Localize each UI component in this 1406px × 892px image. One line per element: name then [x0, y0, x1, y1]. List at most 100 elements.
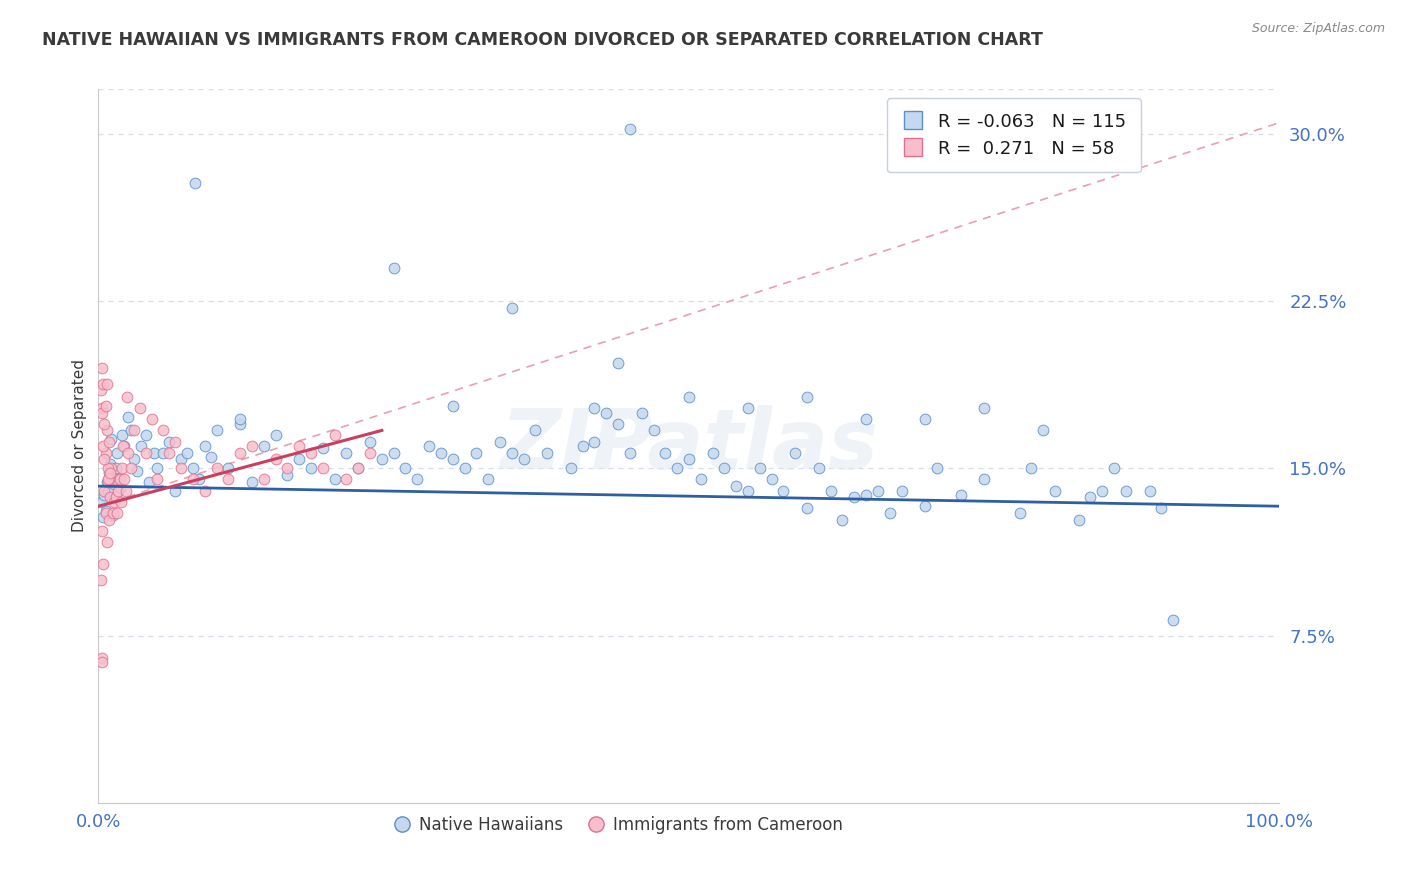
Point	[359, 445, 381, 460]
Point	[725, 479, 748, 493]
Point	[312, 441, 335, 455]
Point	[91, 524, 114, 538]
Point	[100, 432, 122, 446]
Legend: Native Hawaiians, Immigrants from Cameroon: Native Hawaiians, Immigrants from Camero…	[387, 810, 849, 841]
Point	[91, 376, 114, 391]
Point	[571, 439, 593, 453]
Point	[115, 390, 138, 404]
Point	[93, 452, 115, 467]
Point	[128, 401, 150, 416]
Y-axis label: Divorced or Separated: Divorced or Separated	[72, 359, 87, 533]
Point	[1021, 461, 1043, 475]
Point	[607, 417, 630, 431]
Point	[524, 423, 547, 437]
Point	[276, 461, 298, 475]
Point	[117, 445, 139, 460]
Point	[122, 423, 145, 437]
Point	[1080, 490, 1102, 504]
Point	[678, 390, 700, 404]
Point	[264, 452, 287, 467]
Point	[107, 473, 129, 487]
Point	[299, 461, 322, 475]
Point	[103, 494, 125, 508]
Point	[772, 483, 794, 498]
Point	[1102, 461, 1125, 475]
Point	[98, 473, 121, 487]
Point	[253, 439, 276, 453]
Point	[418, 439, 440, 453]
Point	[141, 412, 163, 426]
Point	[1115, 483, 1137, 498]
Point	[114, 483, 136, 498]
Point	[108, 473, 131, 487]
Point	[93, 417, 115, 431]
Point	[312, 461, 335, 475]
Point	[737, 401, 759, 416]
Point	[94, 506, 117, 520]
Point	[98, 434, 121, 449]
Point	[382, 445, 405, 460]
Point	[127, 464, 149, 478]
Point	[98, 490, 121, 504]
Point	[165, 434, 187, 449]
Point	[406, 473, 429, 487]
Point	[105, 506, 128, 520]
Point	[121, 461, 143, 475]
Point	[97, 475, 120, 489]
Point	[105, 445, 128, 460]
Point	[796, 390, 818, 404]
Point	[276, 467, 298, 482]
Point	[117, 409, 139, 424]
Point	[560, 461, 582, 475]
Point	[973, 473, 995, 487]
Point	[90, 573, 112, 587]
Point	[1091, 483, 1114, 498]
Point	[536, 445, 558, 460]
Point	[101, 506, 124, 520]
Point	[583, 401, 606, 416]
Point	[737, 483, 759, 498]
Point	[914, 412, 936, 426]
Point	[1150, 501, 1173, 516]
Point	[890, 483, 912, 498]
Point	[335, 445, 357, 460]
Point	[96, 423, 118, 437]
Point	[152, 423, 174, 437]
Point	[299, 445, 322, 460]
Point	[394, 461, 416, 475]
Point	[108, 482, 131, 496]
Point	[430, 445, 453, 460]
Point	[91, 360, 114, 375]
Text: NATIVE HAWAIIAN VS IMMIGRANTS FROM CAMEROON DIVORCED OR SEPARATED CORRELATION CH: NATIVE HAWAIIAN VS IMMIGRANTS FROM CAMER…	[42, 31, 1043, 49]
Point	[619, 122, 641, 136]
Point	[323, 473, 346, 487]
Point	[335, 473, 357, 487]
Point	[441, 452, 464, 467]
Point	[477, 473, 499, 487]
Point	[200, 450, 222, 464]
Point	[170, 452, 193, 467]
Point	[595, 405, 617, 419]
Point	[844, 490, 866, 504]
Point	[453, 461, 475, 475]
Point	[288, 452, 311, 467]
Point	[441, 399, 464, 413]
Point	[371, 452, 394, 467]
Point	[689, 473, 711, 487]
Point	[112, 439, 135, 453]
Point	[157, 445, 180, 460]
Point	[129, 439, 152, 453]
Point	[194, 483, 217, 498]
Point	[807, 461, 830, 475]
Point	[501, 445, 523, 460]
Point	[1032, 423, 1054, 437]
Point	[949, 488, 972, 502]
Point	[217, 473, 239, 487]
Point	[347, 461, 370, 475]
Point	[104, 473, 127, 487]
Point	[93, 483, 115, 498]
Point	[121, 423, 143, 437]
Point	[165, 483, 187, 498]
Point	[1043, 483, 1066, 498]
Point	[229, 417, 252, 431]
